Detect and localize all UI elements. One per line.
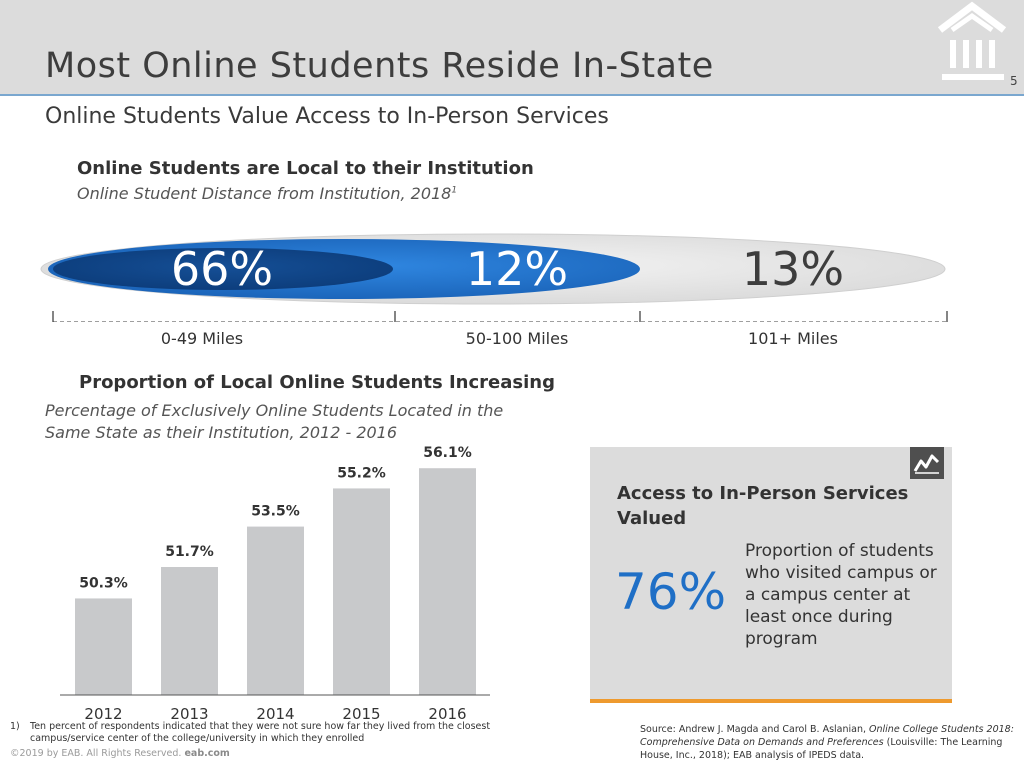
bar-2012 <box>75 598 132 695</box>
data-label-2014: 53.5% <box>251 504 300 520</box>
data-label-2015: 55.2% <box>337 465 386 481</box>
in-state-bar-chart: 50.3% 2012 51.7% 2013 53.5% 2014 55.2% 2015 56.1… <box>60 445 490 723</box>
trend-chart-icon <box>910 447 944 479</box>
eab-logo-icon <box>937 1 1007 80</box>
footnote-reference: 1 <box>451 185 458 196</box>
bar-2014 <box>247 526 304 695</box>
ellipse-0-49 <box>53 248 393 290</box>
footnote-number: 1) <box>10 721 20 732</box>
callout-title: Access to In-Person Services Valued <box>617 483 909 529</box>
trend-section-title: Proportion of Local Online Students Incr… <box>79 372 555 393</box>
category-label-2015: 2015 <box>342 705 380 723</box>
segment-value-101-plus: 13% <box>742 242 844 296</box>
category-label-2014: 2014 <box>256 705 294 723</box>
distance-section-subtitle: Online Student Distance from Institution… <box>77 184 457 203</box>
distance-label-50-100: 50-100 Miles <box>465 329 569 348</box>
bar-2013 <box>161 567 218 695</box>
callout-stat-value: 76% <box>615 563 727 621</box>
distance-label-101-plus: 101+ Miles <box>748 329 838 348</box>
source-prefix: Source: Andrew J. Magda and Carol B. Asl… <box>640 724 870 735</box>
category-label-2012: 2012 <box>84 705 122 723</box>
distance-section-title: Online Students are Local to their Insti… <box>77 158 534 179</box>
distance-ellipse-graphic: 66% 12% 13% <box>40 233 948 322</box>
page-number: 5 <box>1010 74 1018 88</box>
bar-2016 <box>419 468 476 695</box>
footnote: 1) Ten percent of respondents indicated … <box>10 721 530 745</box>
page-subtitle: Online Students Value Access to In-Perso… <box>45 104 609 129</box>
category-label-2013: 2013 <box>170 705 208 723</box>
distance-label-0-49: 0-49 Miles <box>160 329 244 348</box>
distance-subtitle-text: Online Student Distance from Institution… <box>77 184 452 203</box>
header-bar: Most Online Students Reside In-State 5 <box>0 0 1024 96</box>
services-callout-box: Access to In-Person Services Valued 76% … <box>590 447 952 703</box>
data-label-2016: 56.1% <box>423 445 472 461</box>
copyright-site: eab.com <box>184 748 230 759</box>
segment-value-0-49: 66% <box>171 242 273 296</box>
category-label-2016: 2016 <box>428 705 466 723</box>
bar-2015 <box>333 488 390 695</box>
source-citation: Source: Andrew J. Magda and Carol B. Asl… <box>640 723 1015 762</box>
segment-value-50-100: 12% <box>466 242 568 296</box>
source-suffix: (Louisville: The Learning House, Inc., 2… <box>640 737 1003 761</box>
footnote-text: Ten percent of respondents indicated tha… <box>30 721 491 744</box>
data-label-2012: 50.3% <box>79 575 128 591</box>
data-label-2013: 51.7% <box>165 544 214 560</box>
page-title: Most Online Students Reside In-State <box>45 46 714 86</box>
copyright-text: ©2019 by EAB. All Rights Reserved. <box>10 748 182 759</box>
callout-stat-description: Proportion of students who visited campu… <box>745 541 937 649</box>
source-title: Online College Students 2018: Comprehens… <box>640 724 1014 748</box>
copyright: ©2019 by EAB. All Rights Reserved. eab.c… <box>10 748 230 759</box>
trend-section-subtitle: Percentage of Exclusively Online Student… <box>45 401 504 442</box>
